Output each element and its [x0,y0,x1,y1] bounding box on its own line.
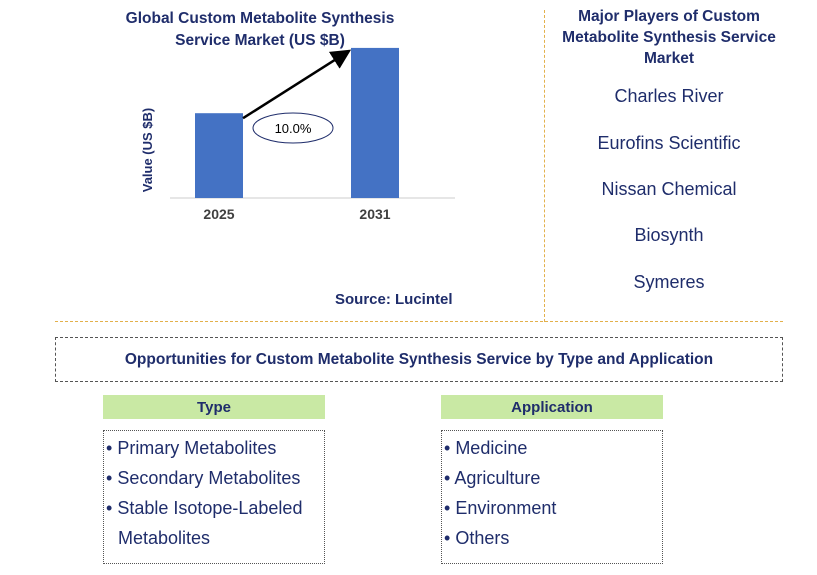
x-tick-label-2025: 2025 [203,206,234,222]
list-item: • Stable Isotope-Labeled Metabolites [106,498,303,548]
type-list: • Primary Metabolites • Secondary Metabo… [103,430,325,564]
chart-title: Global Custom Metabolite Synthesis Servi… [125,10,395,49]
list-item: • Others [444,528,510,548]
bar-2031 [351,47,399,199]
application-header: Application [441,395,663,419]
list-item: • Primary Metabolites [106,438,277,458]
x-tick-label-2031: 2031 [359,206,390,222]
players-title: Major Players of Custom Metabolite Synth… [562,8,776,67]
horizontal-divider [55,321,783,322]
type-header: Type [103,395,325,419]
cagr-bubble [252,112,334,144]
list-item: • Secondary Metabolites [106,468,301,488]
player-item: Eurofins Scientific [597,133,741,153]
y-axis-label: Value (US $B) [140,108,155,193]
cagr-label: 10.0% [275,121,312,136]
cagr-arrow [242,49,352,120]
opportunities-title-box: Opportunities for Custom Metabolite Synt… [55,337,783,382]
player-item: Biosynth [634,225,704,245]
bar-chart: Value (US $B) 2025 2031 10.0% [140,47,455,222]
list-item: • Medicine [444,438,528,458]
source-label: Source: Lucintel [335,291,453,308]
vertical-divider [544,10,545,322]
application-list: • Medicine • Agriculture • Environment •… [441,430,663,564]
opportunities-title: Opportunities for Custom Metabolite Synt… [124,350,714,368]
list-item: • Agriculture [444,468,541,488]
player-item: Nissan Chemical [601,179,737,199]
player-item: Symeres [633,272,705,292]
bar-2025 [195,113,243,198]
player-item: Charles River [614,86,724,106]
list-item: • Environment [444,498,557,518]
